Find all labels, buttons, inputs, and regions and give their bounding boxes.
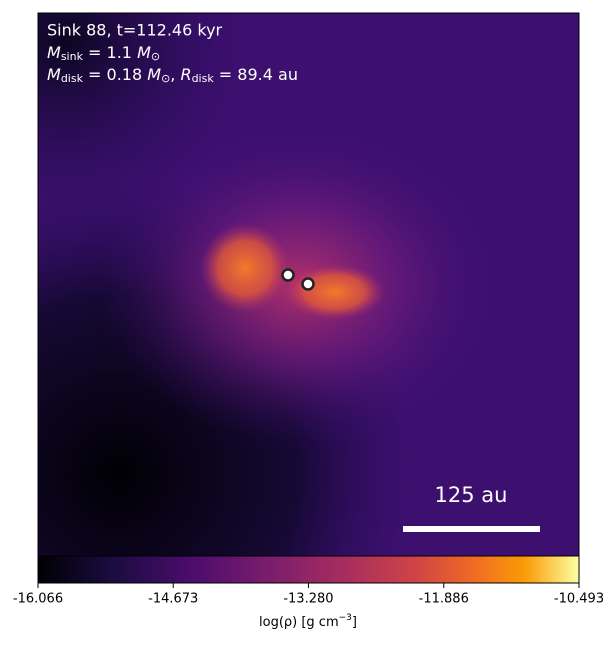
tick-label: -11.886 — [419, 592, 469, 607]
sink — [301, 277, 315, 291]
colorbar — [37, 555, 580, 584]
sink — [281, 268, 295, 282]
tick-label: -13.280 — [283, 592, 333, 607]
scalebar-label: 125 au — [435, 483, 508, 507]
scalebar — [403, 526, 540, 532]
annotation: Sink 88, t=112.46 kyr — [47, 21, 223, 40]
tick-label: -14.673 — [148, 592, 198, 607]
annotation: Msink = 1.1 M⊙ — [47, 43, 160, 64]
annotation: Mdisk = 0.18 M⊙, Rdisk = 89.4 au — [47, 65, 298, 86]
tick-label: -16.066 — [13, 592, 63, 607]
density-map — [38, 13, 579, 556]
tick-label: -10.493 — [554, 592, 604, 607]
colorbar-label: log(ρ) [g cm−3] — [259, 613, 357, 630]
